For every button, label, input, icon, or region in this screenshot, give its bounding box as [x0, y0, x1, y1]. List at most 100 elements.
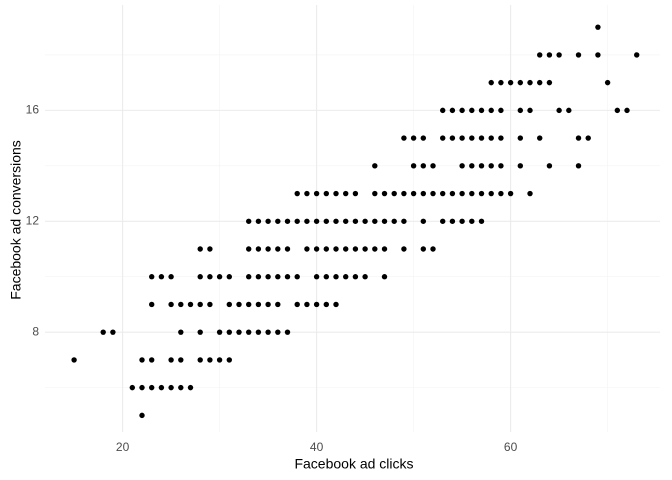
point — [168, 384, 174, 391]
point — [207, 301, 213, 308]
point — [149, 274, 155, 280]
point — [575, 135, 582, 141]
point — [246, 274, 252, 280]
x-tick-label: 40 — [310, 440, 324, 454]
point — [537, 52, 543, 58]
point — [158, 384, 165, 391]
point — [430, 246, 436, 252]
point — [420, 163, 427, 169]
point — [498, 135, 504, 141]
point — [488, 107, 494, 114]
point — [333, 190, 339, 197]
point — [362, 274, 368, 280]
point — [197, 246, 203, 252]
point — [323, 301, 330, 308]
point — [275, 329, 281, 335]
point — [449, 135, 456, 141]
point — [410, 135, 417, 141]
point — [566, 107, 572, 114]
point — [168, 357, 174, 363]
point — [575, 52, 582, 58]
point — [255, 218, 262, 224]
point — [372, 190, 378, 197]
point — [595, 24, 601, 30]
point — [478, 218, 485, 224]
y-tick-label: 16 — [26, 103, 40, 117]
point — [304, 218, 310, 224]
point — [440, 190, 446, 197]
point — [440, 107, 446, 114]
point — [459, 218, 465, 224]
point — [323, 246, 330, 252]
point — [488, 79, 494, 86]
point — [275, 301, 281, 308]
point — [352, 274, 359, 280]
point — [313, 301, 320, 308]
point — [178, 301, 184, 308]
point — [352, 218, 359, 224]
point — [401, 135, 407, 141]
point — [333, 218, 339, 224]
point — [343, 246, 349, 252]
point — [459, 163, 465, 169]
point — [275, 246, 281, 252]
point — [246, 218, 252, 224]
point — [333, 301, 339, 308]
point — [333, 246, 339, 252]
point — [498, 190, 504, 197]
point — [556, 107, 562, 114]
point — [255, 329, 262, 335]
point — [343, 274, 349, 280]
point — [546, 163, 553, 169]
point — [236, 329, 242, 335]
point — [197, 329, 203, 335]
point — [488, 163, 494, 169]
point — [197, 274, 203, 280]
point — [449, 218, 456, 224]
point — [284, 274, 291, 280]
point — [585, 135, 591, 141]
point — [226, 329, 233, 335]
point — [440, 135, 446, 141]
point — [313, 246, 320, 252]
x-tick-label: 60 — [504, 440, 518, 454]
point — [420, 246, 427, 252]
point — [110, 329, 116, 335]
point — [207, 246, 213, 252]
point — [449, 107, 456, 114]
point — [391, 190, 397, 197]
point — [149, 301, 155, 308]
point — [275, 218, 281, 224]
point — [294, 274, 300, 280]
point — [71, 357, 77, 363]
point — [343, 218, 349, 224]
point — [304, 246, 310, 252]
point — [236, 301, 242, 308]
point — [575, 163, 582, 169]
point — [595, 52, 601, 58]
point — [149, 384, 155, 391]
point — [381, 274, 388, 280]
point — [498, 107, 504, 114]
point — [246, 246, 252, 252]
point — [275, 274, 281, 280]
point — [323, 190, 330, 197]
point — [469, 218, 475, 224]
point — [420, 190, 427, 197]
point — [391, 218, 397, 224]
point — [634, 52, 640, 58]
point — [129, 384, 136, 391]
point — [178, 329, 184, 335]
point — [216, 357, 223, 363]
point — [158, 274, 165, 280]
point — [527, 107, 533, 114]
point — [265, 301, 271, 308]
point — [498, 79, 504, 86]
point — [352, 246, 359, 252]
point — [546, 79, 553, 86]
point — [440, 218, 446, 224]
point — [168, 274, 174, 280]
point — [168, 301, 174, 308]
point — [216, 274, 223, 280]
point — [478, 163, 485, 169]
